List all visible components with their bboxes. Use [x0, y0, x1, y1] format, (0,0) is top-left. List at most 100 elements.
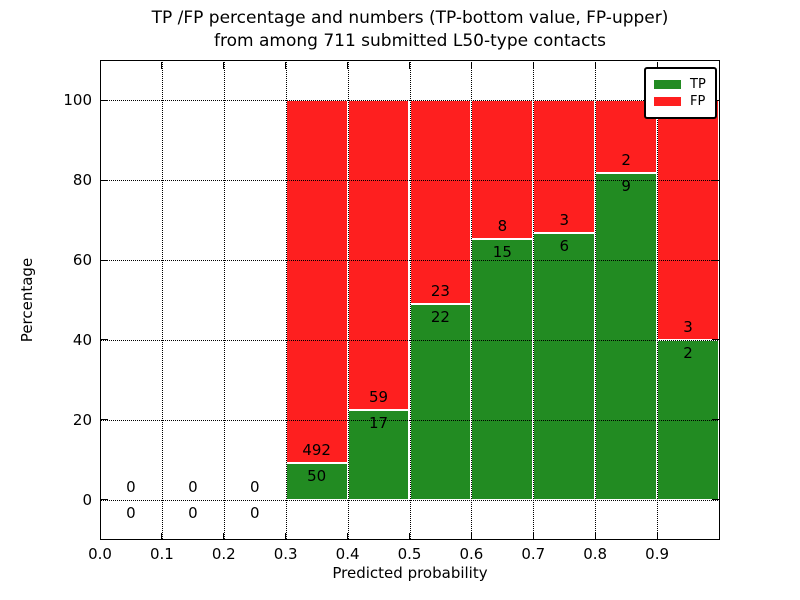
tp-count-label: 0 [126, 503, 136, 522]
y-tick-mark [101, 179, 108, 181]
fp-bar-segment [533, 100, 596, 234]
x-tick-mark-top [594, 61, 596, 69]
fp-bar-segment [347, 100, 410, 411]
x-tick-mark-top [99, 61, 101, 69]
horizontal-gridline [101, 499, 718, 501]
vertical-gridline [595, 61, 597, 539]
legend-label-fp: FP [690, 94, 706, 109]
x-tick-mark [656, 532, 658, 540]
y-axis-label: Percentage [18, 257, 36, 343]
tp-count-label: 22 [430, 308, 450, 327]
horizontal-gridline [101, 419, 718, 421]
tp-count-label: 50 [307, 466, 327, 485]
horizontal-gridline [101, 260, 718, 262]
y-tick-mark [101, 99, 108, 101]
y-tick-label: 40 [72, 330, 92, 349]
x-tick-mark [594, 532, 596, 540]
fp-count-label: 8 [497, 217, 508, 236]
x-tick-mark [347, 532, 349, 540]
x-tick-mark [285, 532, 287, 540]
fp-count-label: 3 [683, 317, 693, 336]
axes-frame [100, 60, 720, 540]
y-tick-label: 20 [72, 410, 92, 429]
chart-title-line2: from among 711 submitted L50-type contac… [214, 31, 606, 51]
x-tick-label: 0.5 [397, 545, 422, 563]
x-tick-mark [223, 532, 225, 540]
tp-count-label: 9 [621, 176, 631, 195]
fp-count-label: 0 [249, 477, 260, 496]
y-tick-mark-right [712, 339, 719, 341]
fp-count-label: 3 [559, 211, 570, 230]
fp-color-swatch [654, 97, 681, 106]
y-tick-label: 60 [72, 251, 92, 270]
vertical-gridline [657, 61, 659, 539]
x-tick-label: 0.3 [273, 545, 298, 563]
fp-count-label: 0 [188, 477, 198, 496]
x-tick-mark-top [161, 61, 163, 69]
y-tick-label: 0 [82, 490, 92, 509]
chart-title: TP /FP percentage and numbers (TP-bottom… [60, 7, 760, 53]
x-tick-mark [99, 532, 101, 540]
horizontal-gridline [101, 339, 718, 341]
vertical-gridline [161, 61, 163, 539]
vertical-gridline [471, 61, 473, 539]
y-tick-label: 100 [63, 91, 92, 110]
x-axis-label: Predicted probability [332, 564, 488, 582]
x-tick-label: 0.4 [335, 545, 360, 563]
x-tick-mark [470, 532, 472, 540]
x-tick-mark [161, 532, 163, 540]
x-tick-mark-top [656, 61, 658, 69]
x-tick-label: 0.6 [459, 545, 484, 563]
legend-row-tp: TP [654, 77, 706, 92]
fp-bar-segment [657, 100, 719, 340]
y-tick-mark [101, 259, 108, 261]
legend-label-tp: TP [690, 77, 706, 92]
fp-bar-segment [285, 100, 348, 463]
horizontal-gridline [101, 100, 718, 102]
x-tick-mark [532, 532, 534, 540]
x-tick-mark-top [470, 61, 472, 69]
fp-count-label: 23 [430, 282, 450, 301]
x-tick-mark-top [285, 61, 287, 69]
vertical-gridline [409, 61, 411, 539]
vertical-gridline [223, 61, 225, 539]
y-tick-mark-right [712, 179, 719, 181]
y-tick-mark-right [712, 259, 719, 261]
y-tick-mark [101, 419, 108, 421]
fp-bar-segment [409, 100, 472, 305]
x-tick-mark [409, 532, 410, 540]
x-tick-label: 0.8 [583, 545, 608, 563]
tp-bar-segment [285, 462, 348, 500]
tp-count-label: 6 [559, 237, 570, 256]
tp-count-label: 0 [249, 503, 260, 522]
x-tick-label: 0.0 [88, 545, 112, 563]
vertical-gridline [533, 61, 535, 539]
legend-row-fp: FP [654, 94, 706, 109]
x-tick-mark-top [532, 61, 534, 69]
fp-count-label: 492 [302, 440, 331, 459]
tp-count-label: 2 [683, 343, 693, 362]
tp-bar-segment [595, 172, 658, 500]
fp-count-label: 59 [368, 388, 389, 407]
tp-color-swatch [654, 80, 681, 89]
chart-title-line1: TP /FP percentage and numbers (TP-bottom… [151, 8, 669, 28]
y-tick-label: 80 [72, 171, 92, 190]
x-tick-mark-top [409, 61, 410, 69]
x-tick-mark-top [223, 61, 225, 69]
y-tick-mark-right [712, 419, 719, 421]
y-tick-mark-right [712, 499, 719, 501]
horizontal-gridline [101, 180, 718, 182]
vertical-gridline [285, 61, 287, 539]
y-tick-mark [101, 339, 108, 341]
vertical-gridline [347, 61, 349, 539]
fp-count-label: 0 [126, 477, 136, 496]
tp-count-label: 17 [368, 414, 389, 433]
x-tick-label: 0.2 [211, 545, 236, 563]
y-tick-mark [101, 499, 108, 501]
x-tick-label: 0.1 [149, 545, 174, 563]
tp-count-label: 0 [188, 503, 198, 522]
x-tick-label: 0.9 [645, 545, 670, 563]
x-tick-label: 0.7 [521, 545, 546, 563]
tp-count-label: 15 [492, 243, 512, 262]
